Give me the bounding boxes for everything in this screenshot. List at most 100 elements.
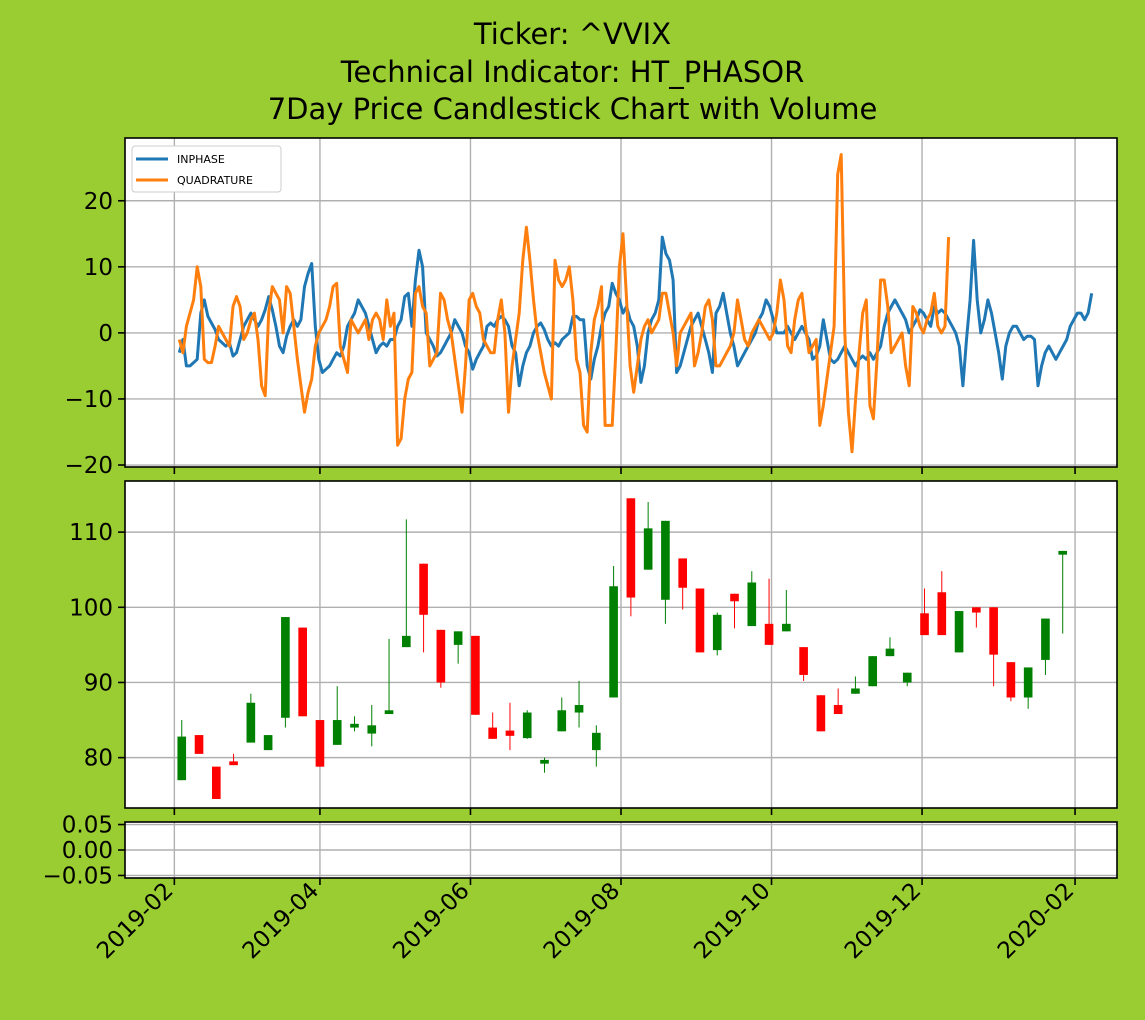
y-tick-label: −20	[64, 453, 113, 479]
candle	[954, 611, 964, 653]
candle-body	[384, 710, 394, 715]
candle-body	[453, 631, 463, 645]
candle	[678, 558, 688, 610]
gridlines	[125, 138, 1117, 467]
candle-body	[540, 759, 549, 764]
x-tick-label: 2019-08	[539, 878, 625, 964]
candle	[229, 753, 238, 766]
candle-body	[229, 761, 238, 766]
candle-body	[298, 627, 307, 717]
candle-body	[851, 688, 860, 694]
candle	[851, 676, 860, 694]
candle	[989, 607, 998, 687]
candle-body	[401, 635, 411, 648]
candle-body	[799, 647, 808, 675]
candle-body	[367, 725, 377, 734]
y-tick-label: 10	[84, 255, 113, 281]
chart-title-line-1: Ticker: ^VVIX	[473, 17, 672, 51]
candle-body	[592, 732, 601, 751]
candle-body	[436, 629, 446, 683]
candle	[712, 612, 722, 656]
candle-body	[1023, 667, 1033, 698]
x-tick-label: 2019-02	[92, 878, 178, 964]
candle-body	[730, 593, 739, 602]
panel-volume: −0.050.000.05	[43, 813, 1118, 889]
candle	[281, 617, 290, 728]
candle	[488, 712, 497, 739]
candle	[1041, 618, 1050, 675]
candle	[1023, 667, 1033, 709]
y-tick-label: −0.05	[43, 863, 113, 889]
candle-body	[920, 613, 929, 636]
gridlines	[125, 481, 1117, 808]
candle-body	[350, 723, 359, 728]
candle-body	[661, 520, 670, 600]
candle	[747, 571, 757, 627]
candle-body	[833, 705, 843, 715]
candle-body	[954, 611, 964, 653]
candle-body	[1041, 618, 1050, 660]
candle	[540, 757, 549, 773]
candle-body	[1058, 550, 1068, 555]
candle	[643, 502, 653, 570]
candle	[246, 693, 256, 743]
series-line-quadrature	[177, 153, 951, 454]
candle-body	[885, 648, 895, 657]
candle	[799, 647, 808, 681]
candle-body	[937, 592, 947, 636]
y-tick-label: 20	[84, 189, 113, 215]
y-tick-label: 0.05	[62, 813, 113, 839]
y-tick-label: 0	[98, 321, 113, 347]
candle	[350, 716, 359, 732]
candle	[177, 720, 187, 781]
candle-body	[609, 586, 618, 698]
candle-body	[816, 695, 826, 732]
candle-body	[332, 720, 342, 745]
series-line-inphase	[177, 235, 1094, 388]
candle-body	[315, 720, 325, 767]
x-tick-labels: 2019-02 2019-04 2019-06 2019-08 2019-10 2019-…	[92, 878, 1079, 964]
candle-body	[972, 607, 981, 613]
candle	[211, 766, 221, 799]
candle-body	[505, 730, 515, 736]
candle-body	[471, 635, 480, 715]
candle	[592, 725, 601, 767]
legend-label: QUADRATURE	[177, 174, 253, 187]
candle-body	[574, 705, 584, 713]
x-tick-label: 2019-12	[840, 878, 926, 964]
candle	[972, 607, 981, 628]
y-tick-label: 0.00	[62, 838, 113, 864]
gridlines	[125, 822, 1117, 878]
y-tick-label: −10	[64, 387, 113, 413]
candle	[661, 520, 670, 624]
legend-label: INPHASE	[177, 153, 225, 166]
candle	[315, 720, 325, 767]
chart-title-line-3: 7Day Price Candlestick Chart with Volume	[267, 92, 878, 126]
candle	[367, 705, 377, 747]
x-tick-label: 2019-04	[238, 878, 324, 964]
candle	[782, 590, 791, 632]
candle	[505, 702, 515, 751]
candle	[436, 629, 446, 688]
candle-body	[782, 623, 791, 632]
candle-body	[712, 614, 722, 651]
candle-body	[764, 623, 774, 645]
candle	[920, 588, 929, 636]
candle-body	[1006, 662, 1016, 698]
y-tick-label: 100	[69, 595, 113, 621]
x-tick-label: 2020-02	[993, 878, 1079, 964]
candle	[298, 627, 307, 717]
candle	[609, 565, 618, 698]
legend-box	[131, 145, 282, 193]
candle	[557, 697, 567, 732]
candle-body	[211, 766, 221, 799]
candle	[626, 498, 636, 617]
panel-price: 80 90 100 110	[69, 480, 1118, 815]
candle-body	[263, 735, 273, 751]
candle	[695, 588, 705, 653]
candle	[522, 710, 532, 739]
candle	[419, 563, 428, 653]
candle	[401, 519, 411, 648]
candle	[1006, 662, 1016, 702]
